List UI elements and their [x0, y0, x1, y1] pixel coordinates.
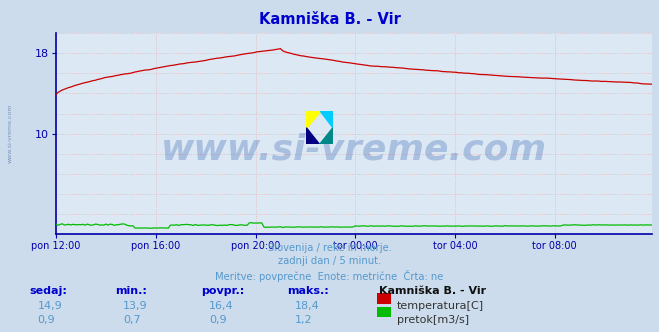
Text: maks.:: maks.: — [287, 286, 328, 296]
Text: zadnji dan / 5 minut.: zadnji dan / 5 minut. — [278, 256, 381, 266]
Text: pretok[m3/s]: pretok[m3/s] — [397, 315, 469, 325]
Polygon shape — [306, 128, 320, 144]
Polygon shape — [306, 111, 320, 128]
Text: Meritve: povprečne  Enote: metrične  Črta: ne: Meritve: povprečne Enote: metrične Črta:… — [215, 270, 444, 282]
Text: Kamniška B. - Vir: Kamniška B. - Vir — [258, 12, 401, 27]
Text: 0,9: 0,9 — [209, 315, 227, 325]
Polygon shape — [320, 111, 333, 128]
Polygon shape — [320, 128, 333, 144]
Text: 0,9: 0,9 — [38, 315, 55, 325]
Text: 13,9: 13,9 — [123, 301, 148, 311]
Text: 18,4: 18,4 — [295, 301, 320, 311]
Text: sedaj:: sedaj: — [30, 286, 67, 296]
Text: povpr.:: povpr.: — [201, 286, 244, 296]
Text: Slovenija / reke in morje.: Slovenija / reke in morje. — [268, 243, 391, 253]
Text: 0,7: 0,7 — [123, 315, 141, 325]
Text: min.:: min.: — [115, 286, 147, 296]
Text: www.si-vreme.com: www.si-vreme.com — [161, 133, 547, 167]
Text: temperatura[C]: temperatura[C] — [397, 301, 484, 311]
Text: 16,4: 16,4 — [209, 301, 233, 311]
Text: 1,2: 1,2 — [295, 315, 312, 325]
Text: Kamniška B. - Vir: Kamniška B. - Vir — [379, 286, 486, 296]
Text: www.si-vreme.com: www.si-vreme.com — [8, 103, 13, 163]
Text: 14,9: 14,9 — [38, 301, 63, 311]
